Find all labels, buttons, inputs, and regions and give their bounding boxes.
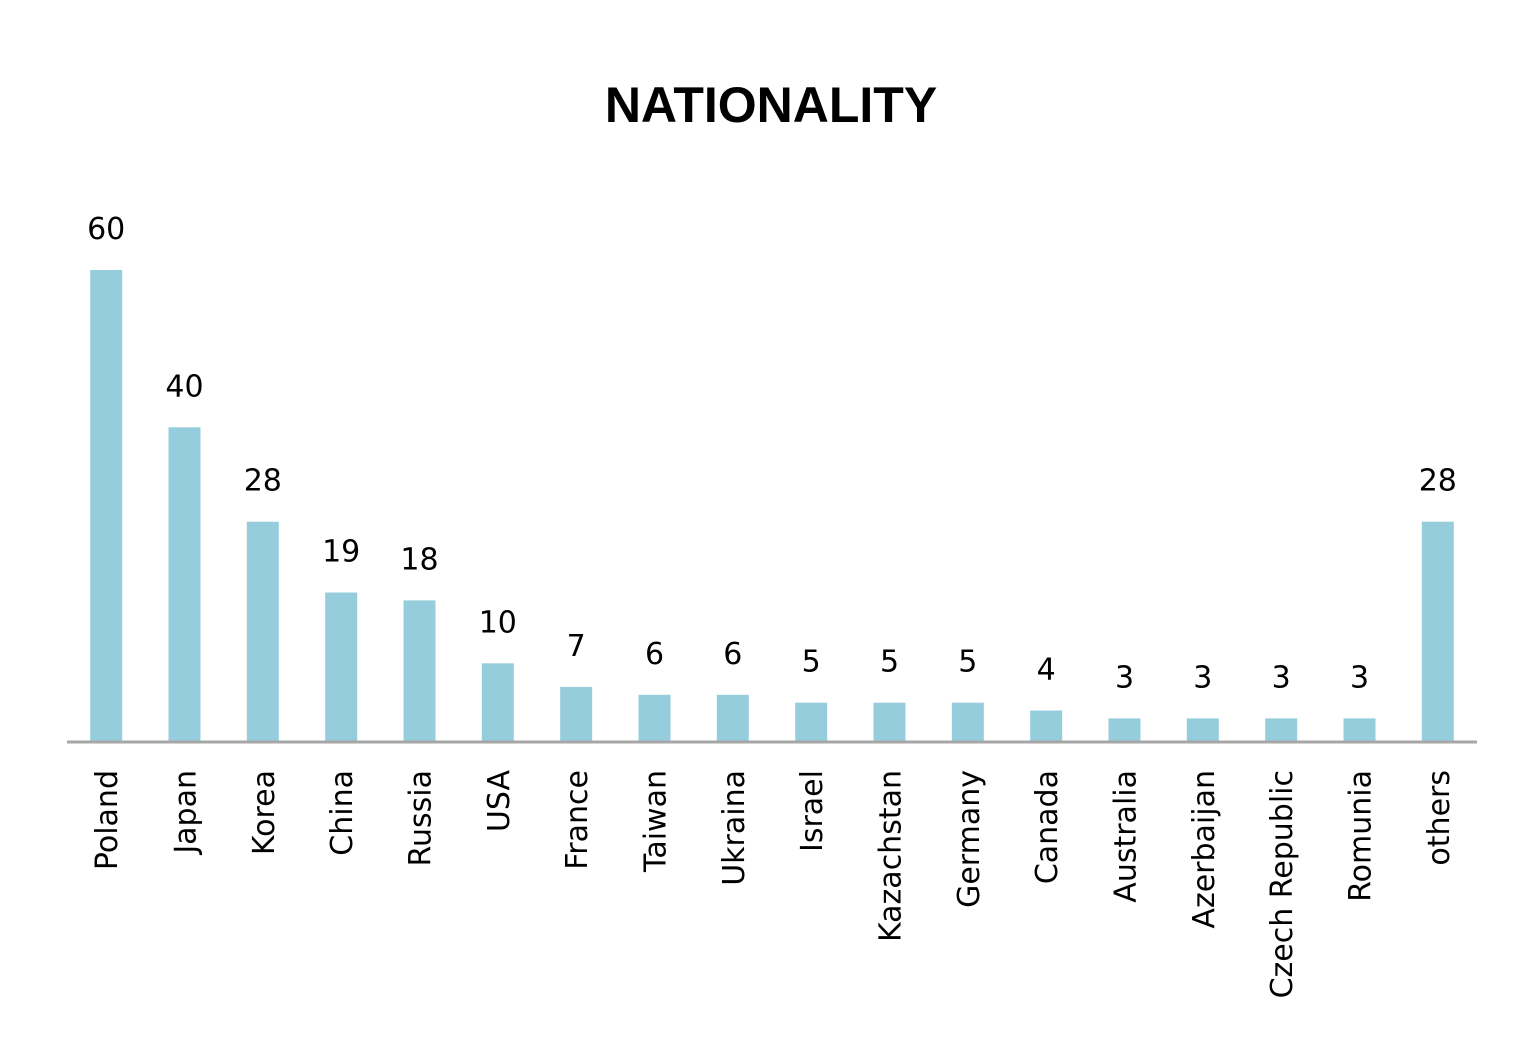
value-label-romunia: 3 — [1350, 660, 1369, 695]
bar-romunia — [1343, 718, 1376, 742]
category-label-romunia: Romunia — [1344, 770, 1379, 902]
category-label-japan: Japan — [169, 770, 204, 856]
category-label-czech-republic: Czech Republic — [1265, 770, 1300, 998]
bar-germany — [951, 702, 984, 742]
category-label-france: France — [560, 770, 595, 870]
chart-title: NATIONALITY — [605, 77, 937, 133]
category-label-russia: Russia — [404, 770, 439, 867]
value-label-poland: 60 — [87, 212, 125, 247]
category-label-germany: Germany — [952, 770, 987, 908]
category-label-kazachstan: Kazachstan — [874, 770, 909, 942]
category-labels-group: Poland Japan Korea China Russia USA France Taiw… — [90, 770, 1457, 999]
category-label-azerbaijan: Azerbaijan — [1187, 770, 1222, 929]
bar-taiwan — [638, 694, 671, 742]
category-label-taiwan: Taiwan — [639, 770, 674, 873]
value-label-ukraina: 6 — [723, 637, 742, 672]
category-label-canada: Canada — [1030, 770, 1065, 884]
category-label-others: others — [1422, 770, 1457, 866]
bars-group — [90, 270, 1454, 742]
bar-korea — [246, 521, 279, 742]
category-label-australia: Australia — [1109, 770, 1144, 903]
bar-russia — [403, 600, 436, 742]
value-label-israel: 5 — [802, 645, 821, 680]
category-label-china: China — [325, 770, 360, 856]
bar-poland — [90, 270, 123, 742]
bar-canada — [1030, 710, 1063, 742]
bar-australia — [1108, 718, 1141, 742]
value-label-germany: 5 — [958, 645, 977, 680]
value-label-china: 19 — [322, 535, 360, 570]
value-label-others: 28 — [1419, 464, 1457, 499]
category-label-ukraina: Ukraina — [717, 770, 752, 886]
value-label-kazachstan: 5 — [880, 645, 899, 680]
value-label-japan: 40 — [165, 369, 203, 404]
value-label-azerbaijan: 3 — [1193, 660, 1212, 695]
bar-kazachstan — [873, 702, 906, 742]
value-label-canada: 4 — [1037, 653, 1056, 688]
bar-others — [1421, 521, 1454, 742]
bar-japan — [168, 427, 201, 742]
bar-israel — [795, 702, 828, 742]
category-label-poland: Poland — [90, 770, 125, 870]
bar-china — [325, 592, 358, 742]
value-labels-group: 60 40 28 19 18 10 7 6 6 5 5 5 4 3 3 3 3 28 — [87, 212, 1457, 695]
category-label-usa: USA — [482, 770, 517, 833]
value-label-taiwan: 6 — [645, 637, 664, 672]
bar-usa — [481, 663, 514, 742]
value-label-russia: 18 — [400, 542, 438, 577]
value-label-korea: 28 — [244, 464, 282, 499]
value-label-usa: 10 — [479, 605, 517, 640]
value-label-france: 7 — [567, 629, 586, 664]
value-label-czech-republic: 3 — [1272, 660, 1291, 695]
bar-ukraina — [716, 694, 749, 742]
bar-france — [560, 686, 593, 742]
bar-czech-republic — [1265, 718, 1298, 742]
bar-azerbaijan — [1186, 718, 1219, 742]
category-label-korea: Korea — [247, 770, 282, 855]
category-label-israel: Israel — [795, 770, 830, 852]
value-label-australia: 3 — [1115, 660, 1134, 695]
